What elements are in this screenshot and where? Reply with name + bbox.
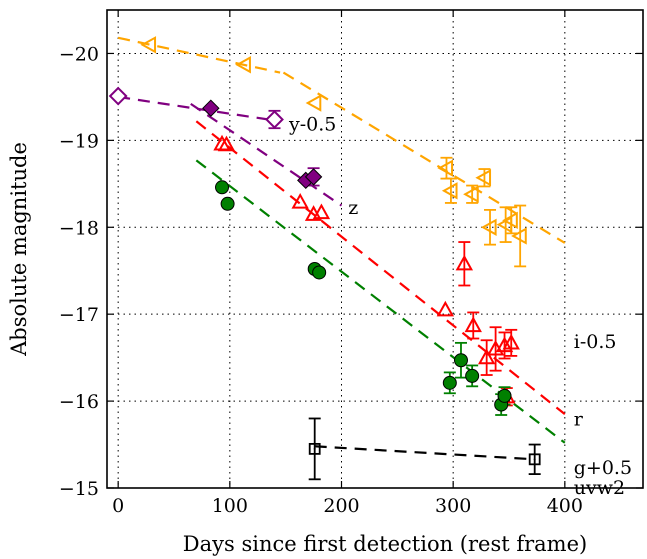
- fit-line-i-0-5: [282, 71, 566, 244]
- plot-frame: [106, 9, 644, 489]
- point-i-0-5: [463, 185, 479, 203]
- point-r: [464, 316, 482, 333]
- y-axis-title: Absolute magnitude: [7, 142, 31, 357]
- y-tick-label: −18: [59, 217, 99, 239]
- point-r: [436, 300, 455, 317]
- point-i-0-5: [511, 227, 527, 245]
- point-g-0-5: [442, 375, 457, 390]
- y-tick-label: −16: [59, 391, 99, 413]
- point-g-0-5: [220, 196, 235, 211]
- point-i-0-5: [140, 36, 157, 54]
- point-r: [217, 135, 236, 152]
- fit-line-z: [190, 102, 343, 207]
- point-r: [502, 333, 520, 350]
- x-tick-labels: 0 100 200 300 400: [112, 495, 583, 517]
- point-g-0-5: [312, 265, 327, 280]
- point-r: [495, 336, 514, 353]
- series-label-z: z: [348, 197, 358, 219]
- point-i-0-5: [502, 211, 518, 230]
- axis-ticks: [107, 10, 643, 489]
- point-g-0-5: [465, 368, 480, 383]
- point-uvw2-dot: [313, 447, 316, 450]
- point-r: [455, 254, 474, 271]
- fit-line-uvw2: [314, 445, 535, 461]
- point-i-0-5: [437, 159, 454, 177]
- point-uvw2: [528, 453, 541, 466]
- point-i-0-5: [480, 218, 497, 236]
- point-i-0-5: [441, 182, 458, 200]
- point-uvw2: [308, 442, 321, 455]
- point-uvw2-dot: [533, 458, 536, 461]
- point-y-0-5: [108, 86, 128, 106]
- series-label-i-0-5: i-0.5: [574, 331, 617, 353]
- point-r: [477, 348, 496, 365]
- y-tick-label: −17: [59, 304, 99, 326]
- x-tick-label: 400: [547, 495, 583, 517]
- x-tick-label: 100: [212, 495, 248, 517]
- point-g-0-5: [453, 353, 468, 368]
- point-g-0-5: [215, 180, 230, 195]
- y-tick-labels: −15 −16 −17 −18 −19 −20: [59, 43, 99, 500]
- series-label-r: r: [574, 408, 584, 430]
- y-tick-label: −19: [59, 130, 99, 152]
- point-z: [202, 99, 220, 117]
- data-markers: [108, 36, 541, 466]
- x-tick-label: 300: [435, 495, 471, 517]
- point-r: [291, 193, 309, 209]
- error-bars: [268, 109, 541, 481]
- x-tick-label: 0: [112, 495, 124, 517]
- series-label-g-0-5: g+0.5: [574, 457, 632, 479]
- series-label-uvw2: uvw2: [574, 477, 625, 499]
- point-i-0-5: [235, 56, 251, 74]
- y-tick-label: −20: [59, 43, 99, 65]
- point-i-0-5: [475, 169, 492, 187]
- fit-line-r: [195, 120, 566, 415]
- series-label-y-0-5: y-0.5: [288, 114, 336, 136]
- point-z: [304, 168, 323, 186]
- point-r: [312, 203, 331, 220]
- x-tick-label: 200: [323, 495, 359, 517]
- fit-line-i-0-5: [117, 36, 281, 74]
- point-g-0-5: [497, 388, 512, 403]
- gridlines: [107, 10, 643, 489]
- x-axis-title: Days since first detection (rest frame): [183, 532, 587, 556]
- y-tick-label: −15: [59, 478, 99, 500]
- point-i-0-5: [305, 94, 322, 112]
- point-y-0-5: [265, 110, 284, 129]
